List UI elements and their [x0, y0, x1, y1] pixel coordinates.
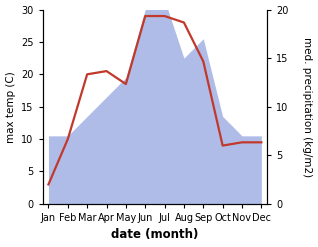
- Y-axis label: med. precipitation (kg/m2): med. precipitation (kg/m2): [302, 37, 313, 177]
- Y-axis label: max temp (C): max temp (C): [5, 71, 16, 143]
- X-axis label: date (month): date (month): [111, 228, 198, 242]
